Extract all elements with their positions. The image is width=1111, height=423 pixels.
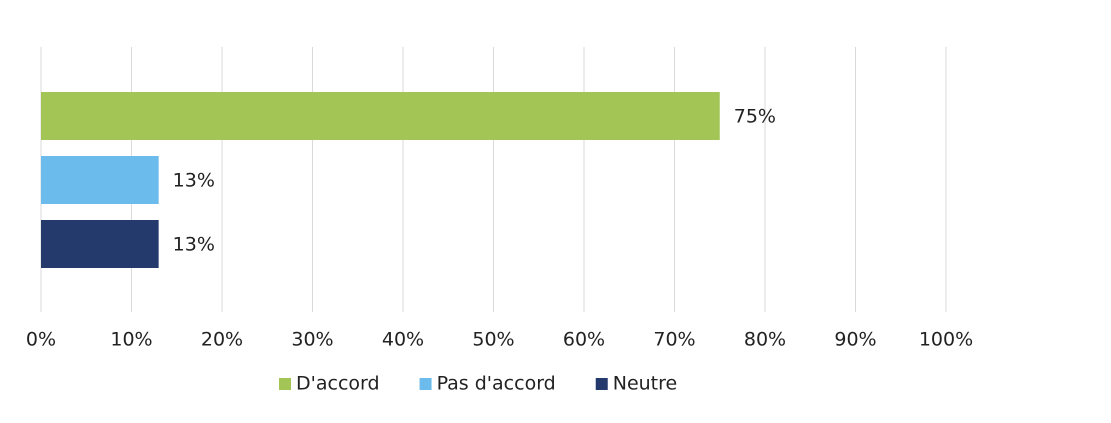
legend-swatch xyxy=(419,378,432,390)
data-label: 13% xyxy=(173,234,215,256)
bar xyxy=(41,156,159,204)
x-tick-label: 90% xyxy=(834,329,876,351)
bar xyxy=(41,220,159,268)
x-tick-label: 0% xyxy=(26,329,56,351)
x-tick-label: 10% xyxy=(110,329,152,351)
legend-swatch xyxy=(279,378,291,390)
bar xyxy=(41,92,720,140)
x-tick-label: 100% xyxy=(919,329,973,351)
x-tick-label: 40% xyxy=(382,329,424,351)
x-tick-label: 80% xyxy=(744,329,786,351)
x-tick-label: 70% xyxy=(653,329,695,351)
legend-swatch xyxy=(595,378,608,390)
data-label: 13% xyxy=(173,170,215,192)
legend-label: D'accord xyxy=(296,373,380,395)
x-tick-label: 20% xyxy=(201,329,243,351)
legend-label: Pas d'accord xyxy=(437,373,556,395)
x-tick-label: 50% xyxy=(472,329,514,351)
x-tick-label: 60% xyxy=(563,329,605,351)
data-label: 75% xyxy=(734,106,776,128)
x-tick-label: 30% xyxy=(291,329,333,351)
legend-label: Neutre xyxy=(613,373,677,395)
